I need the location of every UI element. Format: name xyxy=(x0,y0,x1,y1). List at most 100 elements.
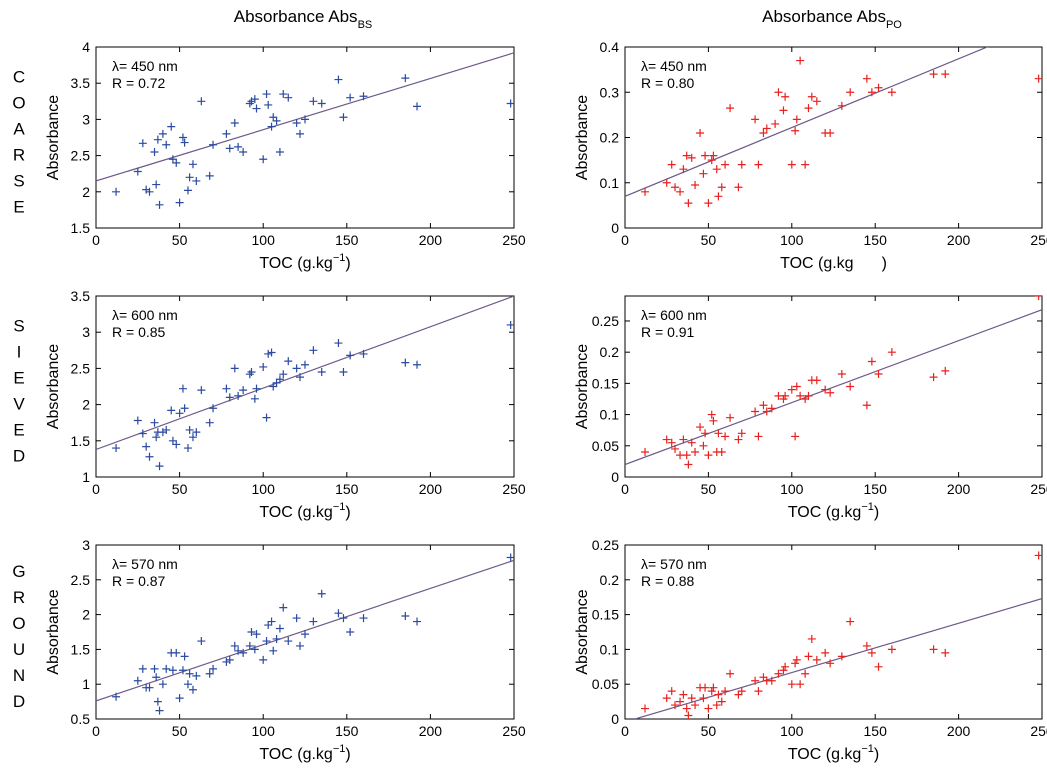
data-point xyxy=(292,364,301,373)
row-label-letter: V xyxy=(13,395,25,414)
y-tick-label: 3 xyxy=(82,111,90,127)
data-point xyxy=(155,200,164,209)
data-point xyxy=(250,645,259,654)
correlation-annotation: R = 0.80 xyxy=(641,75,695,91)
data-point xyxy=(180,404,189,413)
data-point xyxy=(401,74,410,83)
row-label-letter: C xyxy=(13,68,25,87)
data-point xyxy=(734,435,743,444)
data-point xyxy=(734,690,743,699)
x-tick-label: 50 xyxy=(701,723,717,739)
data-point xyxy=(696,128,705,137)
panel-ground-bs: 0 50 100 150 200 250 0.5 1 1.5 2 2.5 3 TOC (g.kg−1) A… xyxy=(45,537,526,763)
y-tick-label: 0.1 xyxy=(600,175,620,191)
row-label-letter: R xyxy=(13,146,25,165)
y-tick-label: 0.2 xyxy=(600,130,620,146)
data-point xyxy=(671,701,680,710)
data-point xyxy=(684,711,693,719)
row-label-letter: O xyxy=(12,614,25,633)
data-point xyxy=(807,92,816,101)
data-point xyxy=(264,100,273,109)
data-point xyxy=(887,348,896,357)
data-point xyxy=(230,641,239,650)
data-point xyxy=(826,128,835,137)
data-point xyxy=(222,384,231,393)
data-point xyxy=(112,444,121,453)
data-point xyxy=(691,701,700,710)
data-point xyxy=(239,386,248,395)
data-point xyxy=(180,138,189,147)
y-tick-label: 3 xyxy=(82,324,90,340)
data-point xyxy=(787,680,796,689)
data-point xyxy=(269,382,278,391)
y-tick-label: 2 xyxy=(82,397,90,413)
correlation-annotation: R = 0.91 xyxy=(641,324,695,340)
data-point xyxy=(205,418,214,427)
data-point xyxy=(737,687,746,696)
data-point xyxy=(359,92,368,101)
correlation-annotation: R = 0.88 xyxy=(641,573,695,589)
wavelength-annotation: λ= 600 nm xyxy=(641,307,707,323)
data-point xyxy=(230,364,239,373)
y-axis-label: Absorbance xyxy=(574,344,591,429)
data-point xyxy=(862,74,871,83)
data-point xyxy=(687,438,696,447)
y-tick-label: 0.15 xyxy=(592,375,619,391)
regression-line xyxy=(625,309,1042,466)
data-point xyxy=(295,641,304,650)
column-title-bs: Absorbance AbsBS xyxy=(234,7,373,31)
data-point xyxy=(701,151,710,160)
data-point xyxy=(699,441,708,450)
data-point xyxy=(734,183,743,192)
data-point xyxy=(239,648,248,657)
data-point xyxy=(667,687,676,696)
data-point xyxy=(317,368,326,377)
y-tick-label: 3 xyxy=(82,537,90,553)
data-point xyxy=(506,99,514,108)
data-point xyxy=(162,140,171,149)
data-point xyxy=(145,187,154,196)
data-point xyxy=(791,659,800,668)
data-point xyxy=(762,124,771,133)
data-point xyxy=(709,151,718,160)
panel-ground-po: 0 50 100 150 200 250 0 0.05 0.1 0.15 0.2 0.25 TOC (g… xyxy=(574,537,1047,763)
data-point xyxy=(887,645,896,654)
data-point xyxy=(153,135,162,144)
data-point xyxy=(339,614,348,623)
data-point xyxy=(185,173,194,182)
data-point xyxy=(792,655,801,664)
data-point xyxy=(941,70,950,79)
data-point xyxy=(779,106,788,115)
data-point xyxy=(133,416,142,425)
data-point xyxy=(679,165,688,174)
data-point xyxy=(262,90,271,99)
data-point xyxy=(145,452,154,461)
data-point xyxy=(807,634,816,643)
data-point xyxy=(846,382,855,391)
data-point xyxy=(269,646,278,655)
x-tick-label: 0 xyxy=(621,481,629,497)
data-point xyxy=(309,97,318,106)
data-point xyxy=(185,425,194,434)
data-point xyxy=(696,423,705,432)
data-point xyxy=(704,199,713,208)
x-axis-label: TOC (g.kg) xyxy=(780,255,887,272)
data-point xyxy=(929,70,938,79)
y-tick-label: 0.05 xyxy=(592,438,619,454)
data-point xyxy=(792,115,801,124)
data-point xyxy=(309,617,318,626)
data-point xyxy=(641,187,650,196)
data-point xyxy=(259,362,268,371)
data-point xyxy=(225,144,234,153)
data-point xyxy=(267,617,276,626)
data-point xyxy=(145,683,154,692)
x-tick-label: 100 xyxy=(780,481,804,497)
x-tick-label: 150 xyxy=(864,481,888,497)
data-point xyxy=(737,160,746,169)
data-point xyxy=(796,391,805,400)
y-tick-label: 4 xyxy=(82,39,90,55)
data-point xyxy=(152,433,161,442)
data-point xyxy=(192,176,201,185)
data-point xyxy=(812,376,821,385)
data-point xyxy=(1034,296,1042,300)
